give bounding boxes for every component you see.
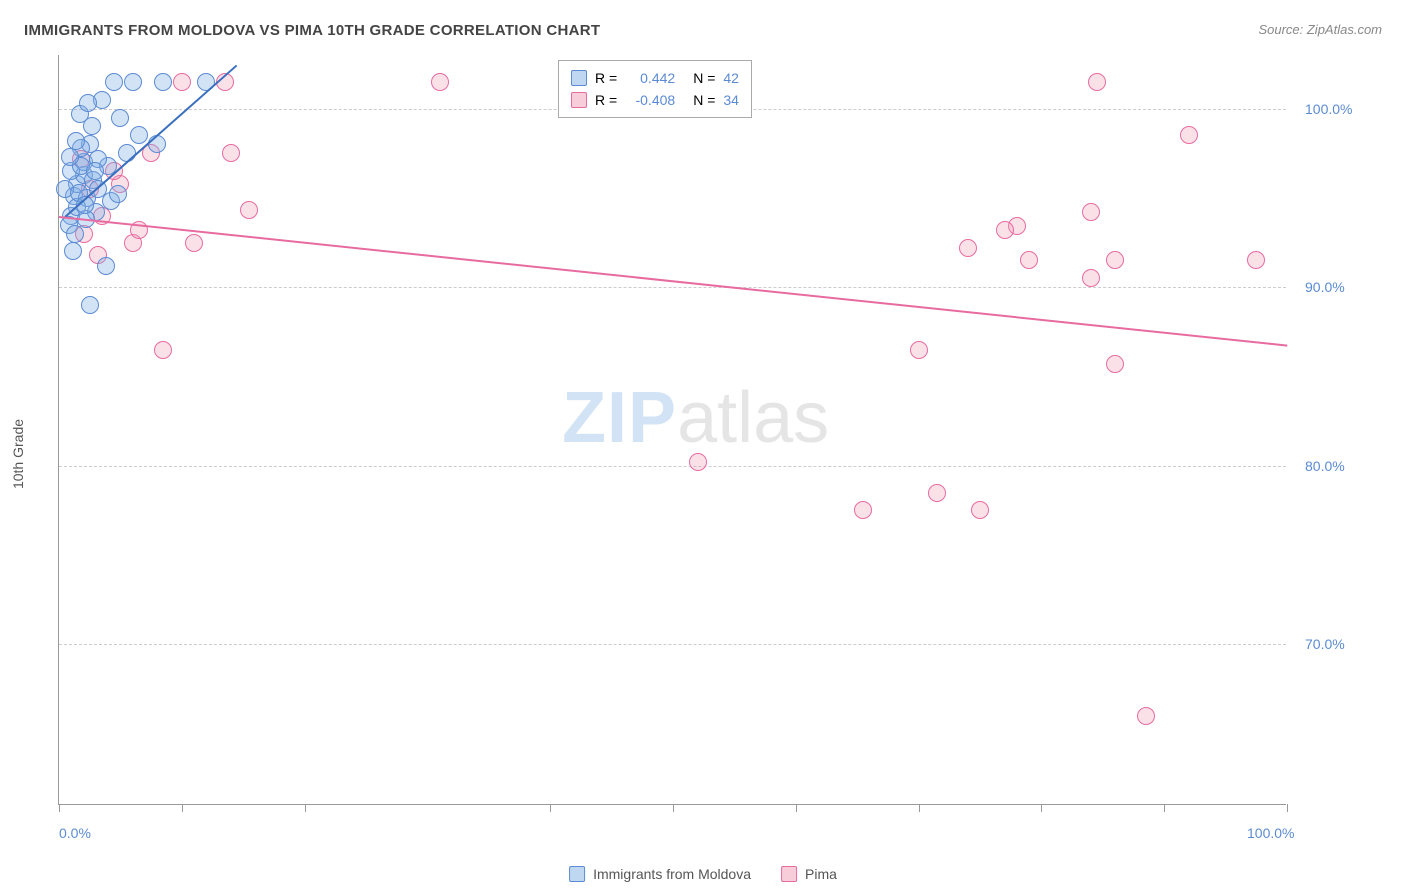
x-tick [1164,804,1165,812]
scatter-point-pink [996,221,1014,239]
scatter-point-blue [105,73,123,91]
scatter-point-pink [854,501,872,519]
scatter-point-blue [130,126,148,144]
scatter-point-pink [1106,251,1124,269]
pink-r-value: -0.408 [625,89,675,111]
scatter-point-pink [1247,251,1265,269]
watermark-rest: atlas [677,378,829,458]
scatter-point-pink [240,201,258,219]
scatter-point-blue [67,132,85,150]
scatter-point-pink [689,453,707,471]
chart-container: IMMIGRANTS FROM MOLDOVA VS PIMA 10TH GRA… [0,0,1406,892]
r-label: R = [595,89,617,111]
scatter-point-blue [111,109,129,127]
x-tick [1041,804,1042,812]
stats-row-blue: R = 0.442 N = 42 [571,67,739,89]
gridline [59,466,1286,467]
scatter-point-pink [959,239,977,257]
x-tick-label: 0.0% [59,825,91,841]
scatter-point-pink [1088,73,1106,91]
scatter-point-pink [1137,707,1155,725]
x-tick [796,804,797,812]
watermark: ZIPatlas [562,377,829,459]
scatter-point-blue [109,185,127,203]
x-tick [1287,804,1288,812]
gridline [59,287,1286,288]
scatter-point-blue [97,257,115,275]
scatter-point-pink [1082,269,1100,287]
x-tick [919,804,920,812]
gridline [59,644,1286,645]
x-tick-label: 100.0% [1247,825,1294,841]
scatter-point-pink [1082,203,1100,221]
swatch-blue-icon [569,866,585,882]
x-tick [59,804,60,812]
y-axis-label: 10th Grade [10,419,26,489]
stats-row-pink: R = -0.408 N = 34 [571,89,739,111]
scatter-point-pink [1180,126,1198,144]
scatter-point-pink [971,501,989,519]
plot-area: ZIPatlas 70.0%80.0%90.0%100.0%0.0%100.0% [58,55,1286,805]
scatter-point-blue [61,148,79,166]
blue-n-value: 42 [723,67,739,89]
x-tick [550,804,551,812]
y-tick-label: 100.0% [1305,101,1352,117]
scatter-point-blue [197,73,215,91]
y-tick-label: 80.0% [1305,458,1345,474]
scatter-point-blue [154,73,172,91]
stats-legend: R = 0.442 N = 42 R = -0.408 N = 34 [558,60,752,118]
legend-label-blue: Immigrants from Moldova [593,866,751,882]
scatter-point-blue [66,225,84,243]
blue-r-value: 0.442 [625,67,675,89]
scatter-point-pink [928,484,946,502]
y-tick-label: 70.0% [1305,636,1345,652]
chart-title: IMMIGRANTS FROM MOLDOVA VS PIMA 10TH GRA… [24,22,600,39]
legend-label-pink: Pima [805,866,837,882]
scatter-point-pink [1020,251,1038,269]
scatter-point-blue [81,296,99,314]
scatter-point-blue [64,242,82,260]
swatch-pink-icon [571,92,587,108]
x-tick [182,804,183,812]
scatter-point-pink [154,341,172,359]
swatch-pink-icon [781,866,797,882]
scatter-point-blue [124,73,142,91]
n-label: N = [693,89,715,111]
pink-n-value: 34 [723,89,739,111]
scatter-point-pink [222,144,240,162]
scatter-point-blue [86,162,104,180]
scatter-point-pink [1106,355,1124,373]
trend-line-pink [59,216,1287,347]
r-label: R = [595,67,617,89]
swatch-blue-icon [571,70,587,86]
scatter-point-pink [431,73,449,91]
source-credit: Source: ZipAtlas.com [1258,22,1382,37]
legend-item-pink: Pima [781,866,837,882]
scatter-point-pink [910,341,928,359]
scatter-point-blue [79,94,97,112]
x-tick [305,804,306,812]
x-tick [673,804,674,812]
legend-item-blue: Immigrants from Moldova [569,866,751,882]
scatter-point-pink [185,234,203,252]
watermark-zip: ZIP [562,378,677,458]
y-tick-label: 90.0% [1305,279,1345,295]
scatter-point-pink [173,73,191,91]
n-label: N = [693,67,715,89]
bottom-legend: Immigrants from Moldova Pima [569,866,837,882]
